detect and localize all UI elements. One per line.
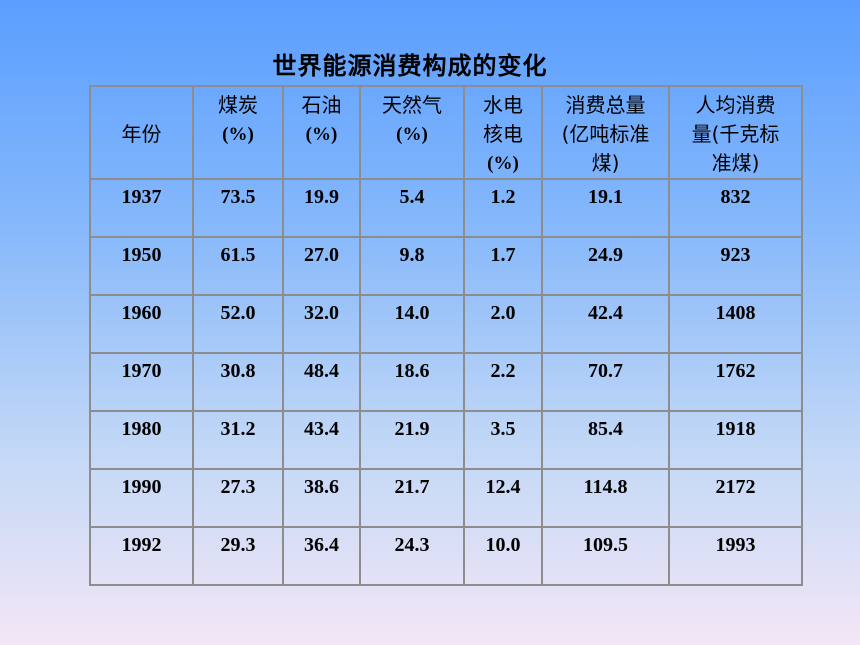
- header-line: 核电: [483, 122, 523, 146]
- header-line: 量(千克标: [691, 122, 780, 146]
- table-cell: 21.9: [359, 410, 465, 470]
- energy-consumption-table: 年份 煤炭 (%) 石油 (%) 天然气 (%) 水电 核电 (%) 消费总量 …: [89, 85, 803, 586]
- table-row: 1992 29.3 36.4 24.3 10.0 109.5 1993: [89, 526, 803, 586]
- header-line: (亿吨标准: [561, 122, 650, 146]
- table-row: 1990 27.3 38.6 21.7 12.4 114.8 2172: [89, 468, 803, 528]
- column-header-oil: 石油 (%): [282, 85, 361, 180]
- table-cell: 1918: [668, 410, 803, 470]
- column-header-per-capita: 人均消费 量(千克标 准煤): [668, 85, 803, 180]
- table-cell: 832: [668, 178, 803, 238]
- column-header-year: 年份: [89, 85, 194, 180]
- table-cell: 85.4: [541, 410, 670, 470]
- column-header-hydro-nuclear: 水电 核电 (%): [463, 85, 543, 180]
- table-cell: 1960: [89, 294, 194, 354]
- table-cell: 24.3: [359, 526, 465, 586]
- table-cell: 1937: [89, 178, 194, 238]
- header-line: 煤): [591, 151, 620, 175]
- table-cell: 61.5: [192, 236, 284, 296]
- header-line: 水电: [483, 93, 523, 117]
- header-line: 年份: [121, 122, 162, 146]
- table-cell: 70.7: [541, 352, 670, 412]
- table-cell: 27.0: [282, 236, 361, 296]
- table-cell: 32.0: [282, 294, 361, 354]
- table-cell: 12.4: [463, 468, 543, 528]
- table-cell: 43.4: [282, 410, 361, 470]
- header-line: (%): [396, 124, 428, 145]
- table-cell: 30.8: [192, 352, 284, 412]
- table-row: 1950 61.5 27.0 9.8 1.7 24.9 923: [89, 236, 803, 296]
- table-row: 1980 31.2 43.4 21.9 3.5 85.4 1918: [89, 410, 803, 470]
- header-line: 准煤): [711, 151, 760, 175]
- table-cell: 2.0: [463, 294, 543, 354]
- table-cell: 1993: [668, 526, 803, 586]
- table-cell: 923: [668, 236, 803, 296]
- header-line: (%): [222, 124, 254, 145]
- column-header-total-consumption: 消费总量 (亿吨标准 煤): [541, 85, 670, 180]
- table-cell: 1.2: [463, 178, 543, 238]
- header-line: 煤炭: [218, 93, 258, 117]
- table-cell: 18.6: [359, 352, 465, 412]
- table-cell: 9.8: [359, 236, 465, 296]
- table-cell: 10.0: [463, 526, 543, 586]
- table-cell: 109.5: [541, 526, 670, 586]
- header-line: (%): [305, 124, 338, 145]
- table-cell: 1970: [89, 352, 194, 412]
- table-row: 1937 73.5 19.9 5.4 1.2 19.1 832: [89, 178, 803, 238]
- header-line: (%): [487, 153, 519, 174]
- table-cell: 114.8: [541, 468, 670, 528]
- table-cell: 52.0: [192, 294, 284, 354]
- table-cell: 1762: [668, 352, 803, 412]
- table-cell: 73.5: [192, 178, 284, 238]
- table-cell: 3.5: [463, 410, 543, 470]
- table-cell: 1.7: [463, 236, 543, 296]
- table-cell: 29.3: [192, 526, 284, 586]
- header-line: 人均消费: [695, 93, 776, 117]
- table-cell: 27.3: [192, 468, 284, 528]
- column-header-natural-gas: 天然气 (%): [359, 85, 465, 180]
- page-title: 世界能源消费构成的变化: [272, 52, 548, 80]
- table-cell: 1408: [668, 294, 803, 354]
- table-cell: 2172: [668, 468, 803, 528]
- header-line: 天然气: [382, 93, 442, 117]
- table-cell: 1992: [89, 526, 194, 586]
- table-cell: 14.0: [359, 294, 465, 354]
- table-cell: 1980: [89, 410, 194, 470]
- table-cell: 38.6: [282, 468, 361, 528]
- table-row: 1970 30.8 48.4 18.6 2.2 70.7 1762: [89, 352, 803, 412]
- table-cell: 2.2: [463, 352, 543, 412]
- table-cell: 1990: [89, 468, 194, 528]
- table-cell: 48.4: [282, 352, 361, 412]
- table-row: 1960 52.0 32.0 14.0 2.0 42.4 1408: [89, 294, 803, 354]
- table-cell: 21.7: [359, 468, 465, 528]
- header-line: 石油: [301, 93, 342, 117]
- table-cell: 1950: [89, 236, 194, 296]
- column-header-coal: 煤炭 (%): [192, 85, 284, 180]
- table-cell: 42.4: [541, 294, 670, 354]
- table-cell: 24.9: [541, 236, 670, 296]
- table-cell: 19.9: [282, 178, 361, 238]
- table-header-row: 年份 煤炭 (%) 石油 (%) 天然气 (%) 水电 核电 (%) 消费总量 …: [89, 85, 803, 180]
- table-cell: 36.4: [282, 526, 361, 586]
- table-cell: 31.2: [192, 410, 284, 470]
- table-cell: 5.4: [359, 178, 465, 238]
- table-cell: 19.1: [541, 178, 670, 238]
- header-line: 消费总量: [565, 93, 646, 117]
